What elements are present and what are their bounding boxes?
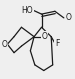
Text: F: F xyxy=(55,39,59,48)
Text: O: O xyxy=(66,13,72,22)
Text: O: O xyxy=(1,40,7,49)
Text: HO: HO xyxy=(22,6,33,15)
Text: O: O xyxy=(42,32,47,41)
